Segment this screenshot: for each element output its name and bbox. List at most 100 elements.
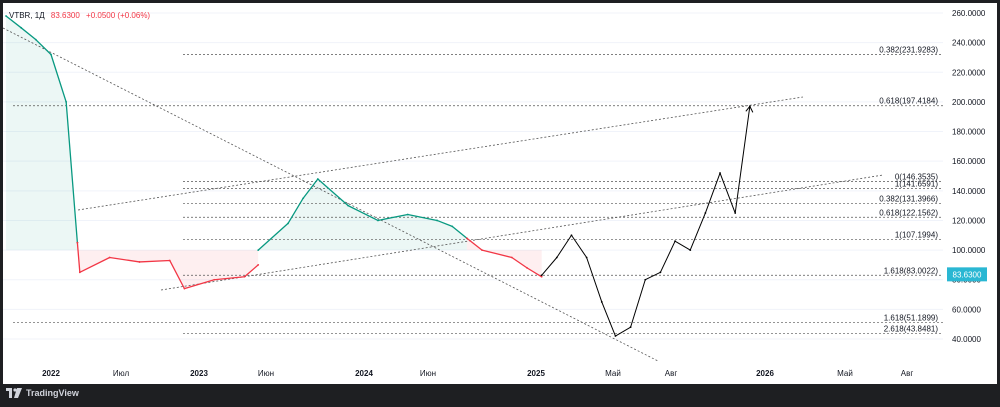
y-tick-label: 140.0000 [952, 187, 986, 196]
x-tick-label: Июн [420, 369, 436, 378]
last-price-tag: 83.6300 [947, 267, 987, 282]
x-tick-label: Июл [113, 369, 130, 378]
price-line [541, 106, 751, 337]
price-point [600, 301, 603, 303]
price-point [138, 261, 141, 263]
fib-level-label: 0.618(197.4184) [879, 97, 938, 106]
y-tick-label: 160.0000 [952, 157, 986, 166]
price-point [76, 241, 79, 244]
tradingview-logo[interactable]: TradingView [6, 388, 79, 398]
x-tick-label: 2026 [756, 369, 774, 378]
price-point [540, 275, 543, 278]
projection-arrowhead [745, 105, 754, 113]
price-point [570, 234, 573, 237]
fib-level-label: 1(141.6591) [895, 179, 938, 188]
area-fills [6, 15, 542, 289]
fibonacci-levels: 0.382(231.9283) 0.618(197.4184) 0(146.3535… [13, 46, 943, 334]
x-tick-label: Авг [901, 369, 914, 378]
price-point [436, 219, 438, 222]
price-point [213, 278, 216, 281]
price-point [34, 38, 37, 41]
fib-level-label: 1.618(51.1899) [884, 313, 939, 322]
price-point [78, 271, 81, 274]
x-tick-label: 2025 [527, 369, 545, 378]
y-tick-label: 240.0000 [952, 39, 986, 48]
fib-level-label: 0.382(231.9283) [879, 46, 938, 55]
y-tick-label: 260.0000 [952, 9, 986, 18]
fib-level-label: 0(146.3535) [895, 172, 938, 181]
price-line [5, 15, 79, 243]
y-tick-label: 220.0000 [952, 68, 986, 77]
price-point [257, 264, 260, 266]
price-tag-label: 83.6300 [953, 270, 982, 279]
price-point [481, 249, 483, 251]
drawings [3, 27, 884, 362]
price-point [674, 240, 676, 243]
price-point [20, 26, 23, 29]
price-point [183, 287, 186, 290]
x-tick-label: 2023 [190, 369, 208, 378]
price-point [302, 197, 305, 200]
price-point [50, 53, 52, 56]
price-point [734, 212, 737, 214]
y-tick-label: 100.0000 [952, 246, 986, 255]
price-axis: 260.0000 240.0000 220.0000 200.0000 180.0000… [952, 9, 986, 344]
fib-level-label: 1.618(83.0022) [884, 266, 939, 275]
series-area [258, 178, 467, 251]
y-tick-label: 120.0000 [952, 216, 986, 225]
price-point [316, 178, 319, 180]
price-tag-box [947, 267, 987, 282]
price-point [629, 326, 632, 329]
price-point [257, 249, 260, 251]
price-point [555, 256, 558, 259]
symbol-legend[interactable]: VTBR, 1Д 83.6300 +0.0500 (+0.06%) [9, 11, 150, 20]
price-point [659, 271, 662, 274]
price-change: +0.0500 (+0.06%) [86, 11, 151, 20]
y-tick-label: 40.0000 [952, 335, 981, 344]
series-area [466, 238, 542, 277]
price-chart[interactable]: 0.382(231.9283) 0.618(197.4184) 0(146.3535… [3, 3, 997, 384]
x-tick-label: Май [837, 369, 853, 378]
fib-level-label: 2.618(43.8481) [884, 324, 939, 333]
fib-level-label: 0.382(131.3966) [879, 195, 938, 204]
price-point [689, 249, 692, 251]
price-point [540, 274, 543, 277]
footer-bar: TradingView [0, 384, 1000, 407]
price-point [377, 219, 379, 222]
ticker-label: VTBR, 1Д [9, 11, 45, 20]
x-tick-label: 2024 [355, 369, 373, 378]
downtrend-line[interactable] [3, 27, 659, 362]
x-tick-label: 2022 [42, 369, 60, 378]
series-area [6, 15, 78, 251]
y-tick-label: 180.0000 [952, 128, 986, 137]
price-point [406, 213, 409, 216]
brand-name: TradingView [26, 388, 79, 398]
y-tick-label: 60.0000 [952, 305, 981, 314]
series-area [77, 242, 259, 289]
fib-level-label: 0.618(122.1562) [879, 208, 938, 217]
channel-lower-line[interactable] [160, 174, 884, 291]
price-series [5, 15, 754, 337]
price-point [243, 275, 246, 278]
price-point [65, 101, 68, 103]
price-point [465, 237, 468, 240]
price-point [644, 278, 647, 281]
price-point [5, 15, 7, 17]
price-line [257, 178, 468, 251]
price-point [614, 335, 617, 337]
chart-area[interactable]: 0.382(231.9283) 0.618(197.4184) 0(146.3535… [3, 3, 997, 384]
price-point [585, 256, 588, 259]
price-point [510, 256, 513, 259]
last-price: 83.6300 [50, 11, 80, 20]
fib-level-label: 1(107.1994) [895, 230, 938, 239]
y-tick-label: 200.0000 [952, 98, 986, 107]
channel-upper-line[interactable] [77, 96, 804, 211]
price-point [287, 222, 289, 225]
price-point [108, 256, 111, 259]
time-axis: 2022 Июл 2023 Июн 2024 Июн 2025 Май Авг 2026 Май Ав… [42, 369, 913, 378]
price-point [451, 225, 454, 228]
price-point [526, 266, 528, 269]
x-tick-label: Май [605, 369, 621, 378]
price-point [704, 212, 707, 214]
